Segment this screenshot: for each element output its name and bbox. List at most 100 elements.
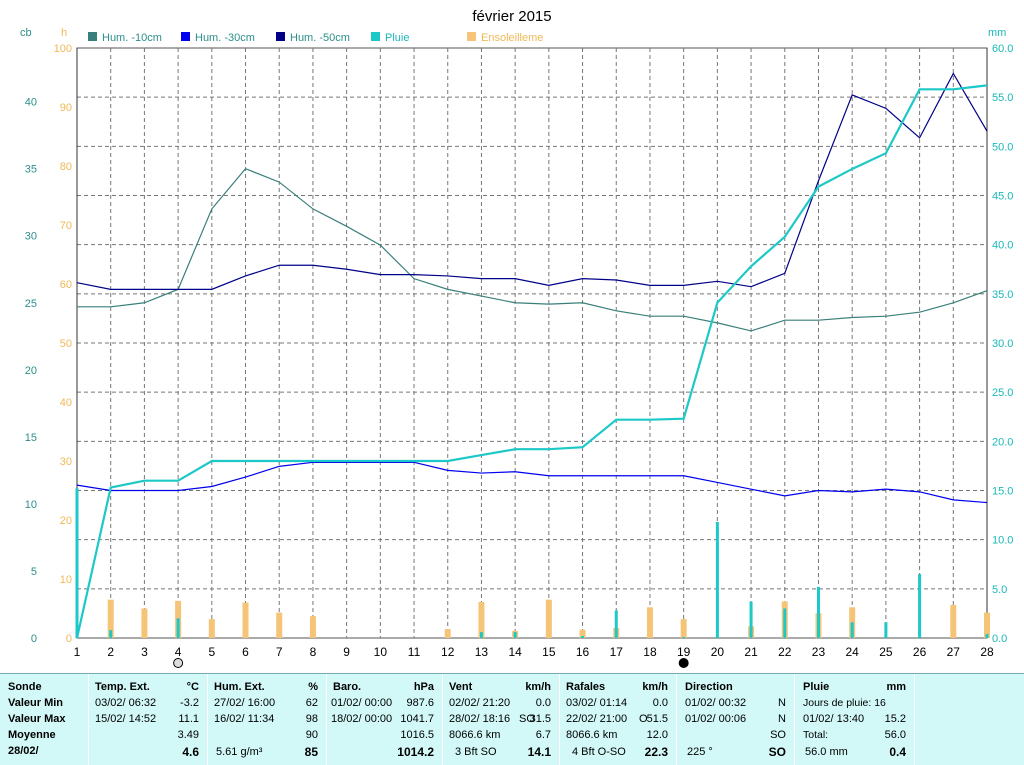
cb-tick-label: 10 — [25, 499, 37, 511]
gusts-beaufort: 4 Bft O-SO — [572, 746, 626, 758]
h-tick-label: 40 — [60, 397, 72, 409]
sonde-header: Sonde — [8, 681, 42, 693]
x-tick-label: 5 — [208, 645, 215, 659]
wind-max-direction: SO — [519, 713, 535, 725]
x-tick-label: 20 — [711, 645, 725, 659]
daily-rain-bar — [581, 636, 585, 638]
sunshine-bar — [276, 612, 283, 638]
x-tick-label: 25 — [879, 645, 893, 659]
baro-min-date: 01/02/ 00:00 — [331, 697, 393, 709]
gusts-header: Rafales — [566, 681, 606, 693]
h-axis-label: h — [61, 27, 67, 39]
rain-current: 0.4 — [889, 745, 906, 759]
x-tick-label: 8 — [310, 645, 317, 659]
sunshine-bar — [309, 616, 316, 638]
sunshine-bar — [107, 599, 114, 638]
wind-unit: km/h — [525, 681, 551, 693]
x-tick-label: 28 — [980, 645, 994, 659]
h-tick-label: 10 — [60, 574, 72, 586]
humidity-max-value: 98 — [305, 713, 318, 725]
mm-tick-label: 50.0 — [992, 141, 1013, 153]
gusts-max-value: 51.5 — [646, 713, 668, 725]
rain-header: Pluie — [803, 681, 830, 693]
sunshine-bar — [984, 612, 990, 638]
sunshine-bar — [141, 608, 148, 638]
daily-rain-bar — [715, 521, 719, 638]
x-tick-label: 19 — [677, 645, 691, 659]
daily-rain-bar — [614, 610, 618, 638]
mm-axis-label: mm — [988, 27, 1006, 39]
baro-max-date: 18/02/ 00:00 — [331, 713, 393, 725]
h-tick-label: 0 — [66, 633, 72, 645]
humidity-column: Hum. Ext. % 27/02/ 16:00 62 16/02/ 11:34… — [207, 674, 326, 765]
gusts-min-date: 03/02/ 01:14 — [566, 697, 628, 709]
cb-tick-label: 5 — [31, 566, 37, 578]
daily-rain-bar — [479, 632, 483, 638]
rain-column: Pluie mm Jours de pluie: 16 01/02/ 13:40… — [794, 674, 914, 765]
x-tick-label: 24 — [846, 645, 860, 659]
x-tick-label: 18 — [643, 645, 657, 659]
direction-current: SO — [768, 745, 786, 759]
temp-min-value: -3.2 — [180, 697, 199, 709]
legend-label: Ensoleilleme — [481, 32, 543, 44]
temp-average: 3.49 — [177, 729, 199, 741]
daily-rain-bar — [884, 622, 888, 638]
temp-current: 4.6 — [182, 745, 199, 759]
wind-max-value: 31.5 — [529, 713, 551, 725]
x-tick-label: 16 — [576, 645, 590, 659]
row-label-max: Valeur Max — [8, 713, 66, 725]
legend-label: Hum. -30cm — [195, 32, 255, 44]
full-moon-marker — [173, 658, 184, 668]
x-tick-label: 10 — [374, 645, 388, 659]
cb-tick-label: 15 — [25, 432, 37, 444]
temp-header: Temp. Ext. — [95, 681, 150, 693]
mm-tick-label: 30.0 — [992, 338, 1013, 350]
stats-panel: Sonde Valeur Min Valeur Max Moyenne 28/0… — [0, 673, 1024, 765]
mm-tick-label: 10.0 — [992, 535, 1013, 547]
sunshine-bar — [208, 619, 215, 638]
x-tick-label: 11 — [408, 645, 421, 659]
mm-tick-label: 20.0 — [992, 436, 1013, 448]
humidity-absolute: 5.61 g/m³ — [216, 746, 263, 758]
legend-swatch — [371, 32, 380, 41]
cb-tick-label: 35 — [25, 164, 37, 176]
daily-rain-bar — [985, 634, 989, 638]
wind-column: Vent km/h 02/02/ 21:20 0.0 28/02/ 18:16 … — [442, 674, 559, 765]
wind-header: Vent — [449, 681, 473, 693]
cb-tick-label: 25 — [25, 298, 37, 310]
h-tick-label: 50 — [60, 338, 72, 350]
baro-average: 1016.5 — [400, 729, 434, 741]
temp-max-value: 11.1 — [178, 713, 199, 725]
empty-column — [914, 674, 1024, 765]
gusts-max-direction: O — [639, 713, 648, 725]
rain-days: Jours de pluie: 16 — [803, 697, 886, 709]
daily-rain-bar — [176, 618, 180, 638]
legend-label: Hum. -50cm — [290, 32, 350, 44]
sunshine-bar — [478, 602, 485, 638]
sunshine-bar — [646, 607, 653, 638]
h-tick-label: 90 — [60, 102, 72, 114]
humidity-min-value: 62 — [305, 697, 318, 709]
baro-min-value: 987.6 — [406, 697, 434, 709]
sunshine-bar — [950, 604, 957, 638]
humidity-max-date: 16/02/ 11:34 — [214, 713, 275, 725]
series-line-2 — [76, 461, 988, 504]
daily-rain-bar — [75, 488, 79, 638]
direction-min-value: N — [778, 697, 786, 709]
x-tick-label: 15 — [542, 645, 556, 659]
x-tick-label: 26 — [913, 645, 927, 659]
humidity-average: 90 — [305, 729, 318, 741]
gusts-current: 22.3 — [644, 745, 668, 759]
temp-min-date: 03/02/ 06:32 — [95, 697, 157, 709]
series-line-4 — [75, 84, 988, 639]
x-tick-label: 7 — [276, 645, 283, 659]
baro-current: 1014.2 — [397, 745, 434, 759]
wind-max-date: 28/02/ 18:16 — [449, 713, 511, 725]
h-tick-label: 70 — [60, 220, 72, 232]
mm-tick-label: 55.0 — [992, 92, 1013, 104]
legend-swatch — [467, 32, 476, 41]
legend-swatch — [181, 32, 190, 41]
mm-tick-label: 40.0 — [992, 240, 1013, 252]
legend-label: Hum. -10cm — [102, 32, 162, 44]
wind-distance: 8066.6 km — [449, 729, 501, 741]
